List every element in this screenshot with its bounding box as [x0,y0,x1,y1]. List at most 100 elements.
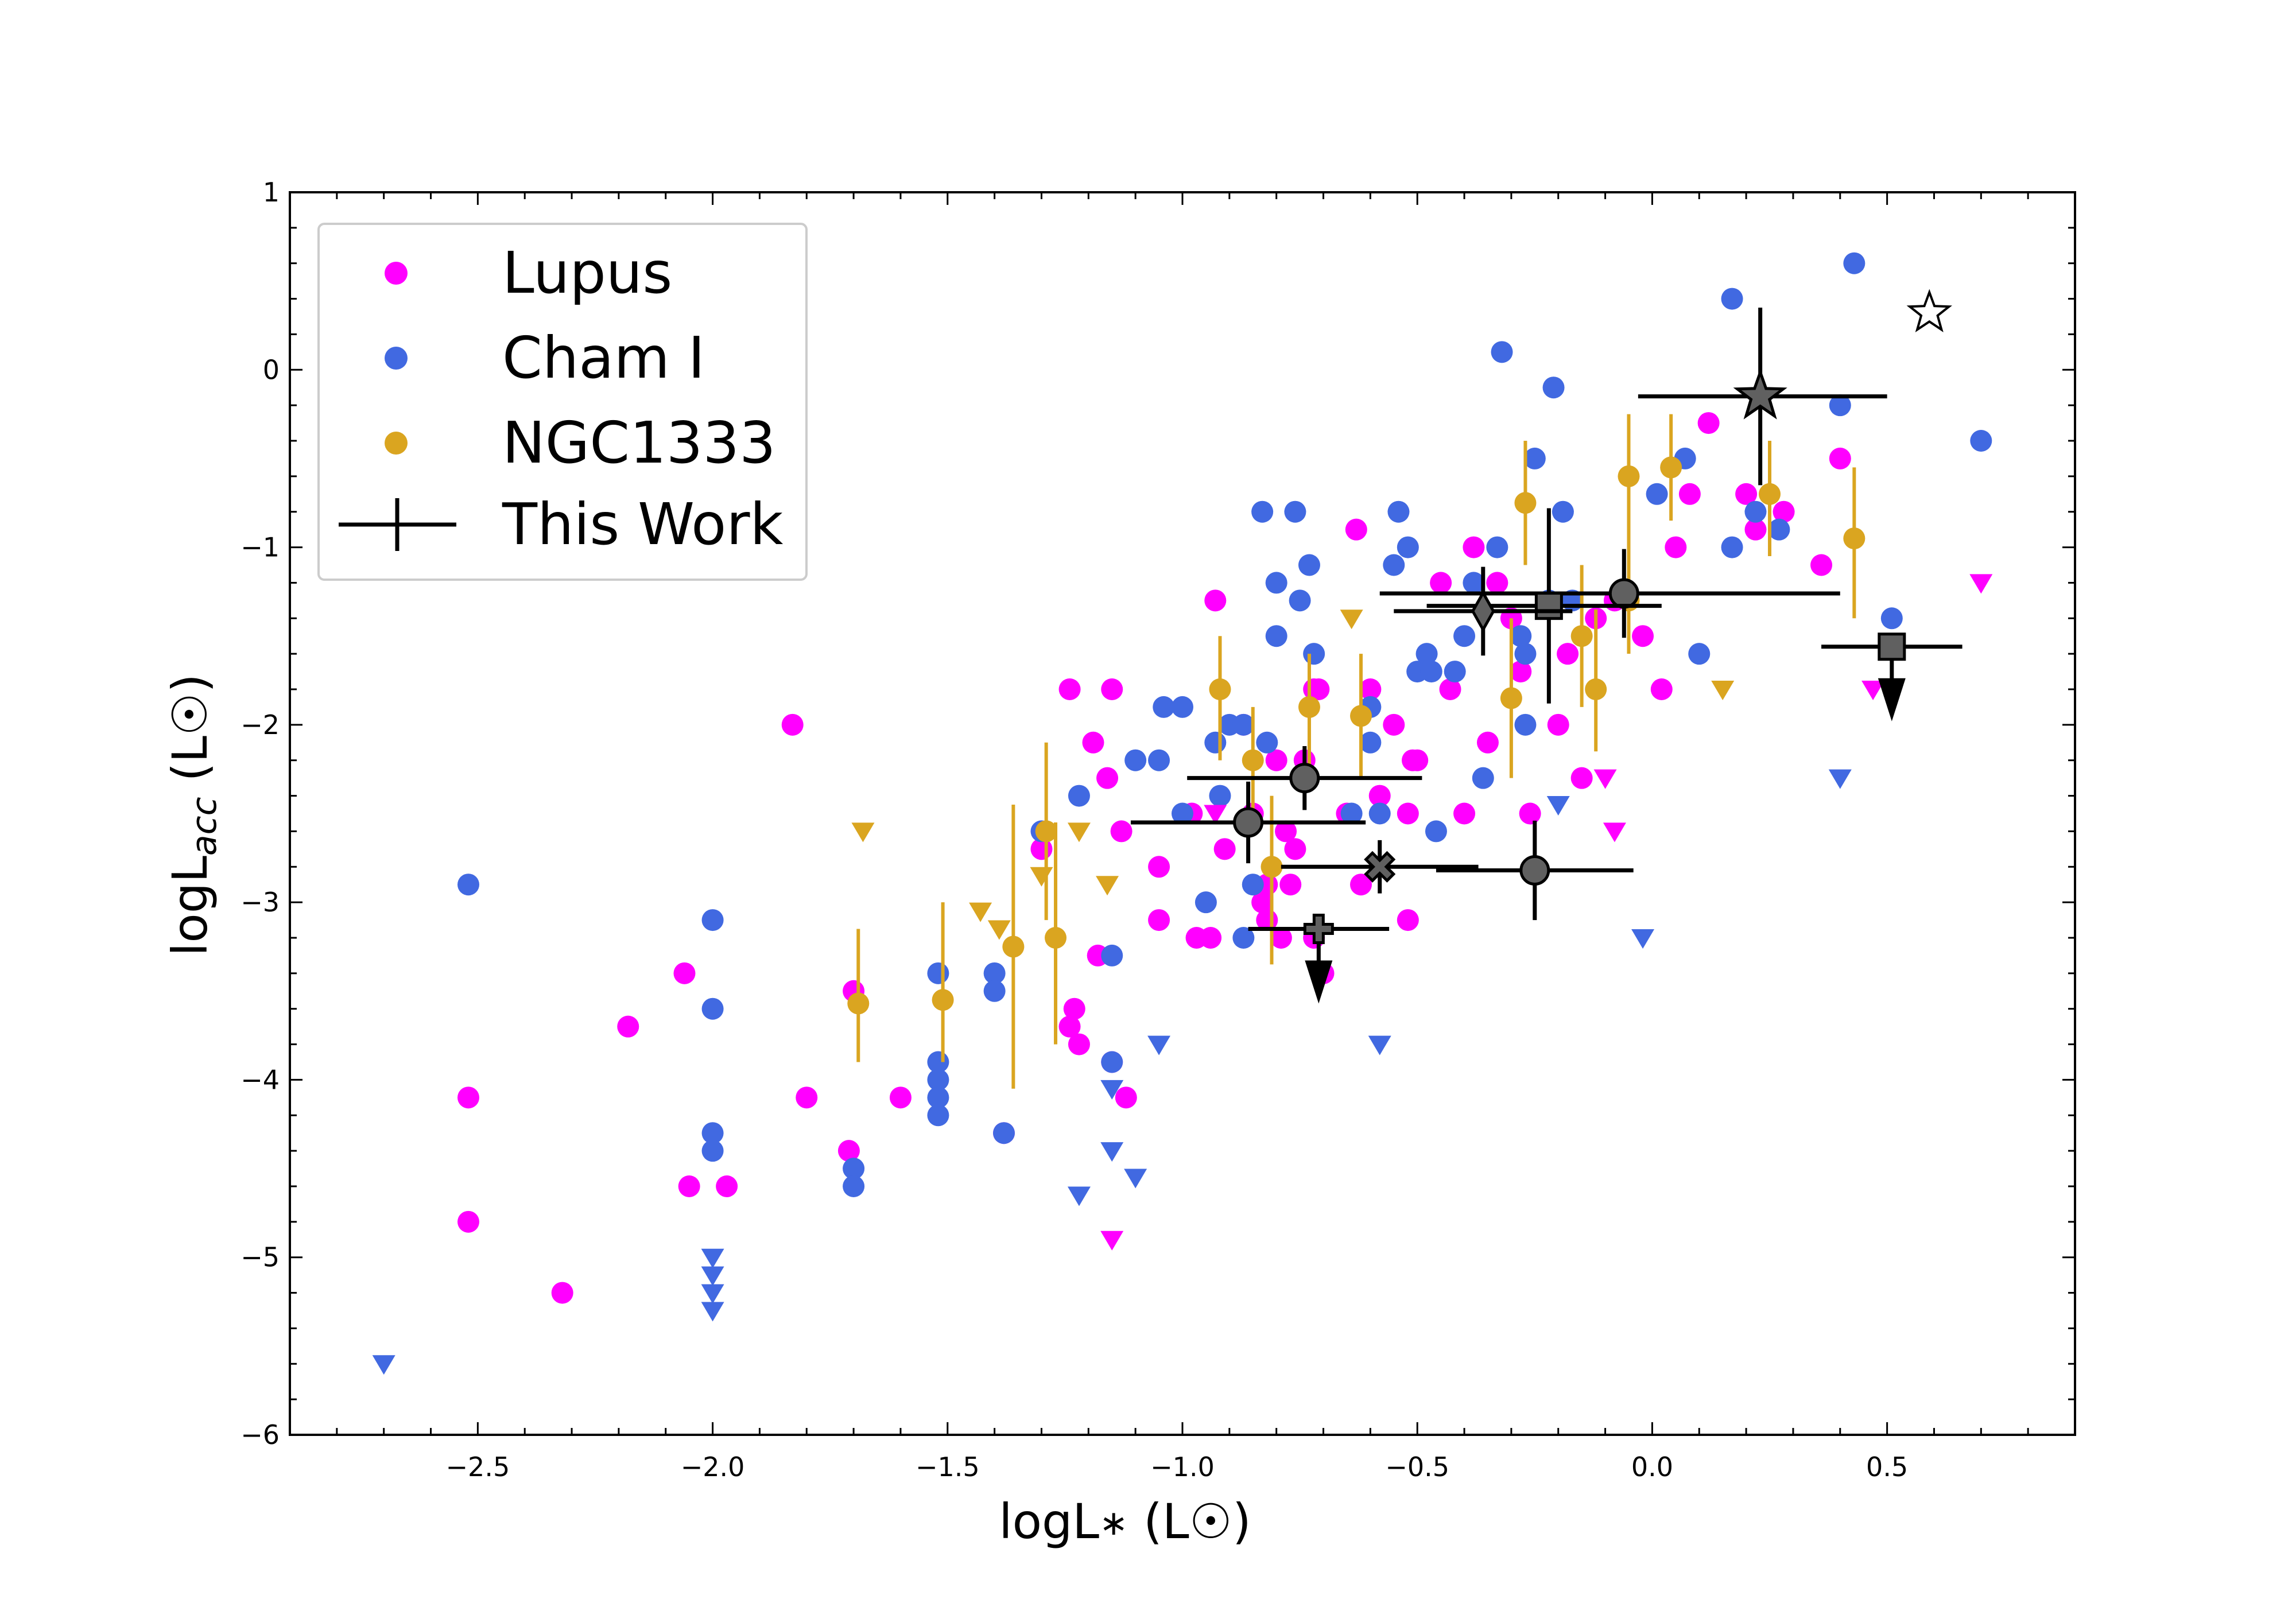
ngc1333-point [1035,820,1057,843]
cham-i-point [1453,625,1476,647]
legend: Lupus Cham I NGC1333 This Work [317,223,808,581]
this-work-point [1534,592,1563,620]
cham-i-point [983,980,1006,1002]
cham-i-point [1420,661,1442,683]
y-tick-label: −2 [241,709,280,740]
cham-i-point [1444,661,1466,683]
lupus-upper-limits-point [1593,769,1617,789]
legend-label-cham: Cham I [502,324,705,391]
y-tick-label: 0 [263,354,280,385]
lupus-point [1697,412,1720,434]
lupus-point [1463,536,1485,558]
cham-i-upper-limits-point [701,1284,724,1304]
lupus-point [1350,874,1372,896]
cham-i-point [1523,447,1546,469]
lupus-point [1058,1015,1081,1038]
cham-i-point [927,1104,949,1127]
cham-i-point [1232,927,1255,949]
cham-i-point [701,909,724,931]
cham-i-point [1368,802,1391,825]
cham-i-point [1298,554,1320,576]
lupus-upper-limits-point [1100,1231,1124,1251]
cham-i-point [1514,713,1537,736]
lupus-point [1213,838,1236,860]
cham-i-point [843,1175,865,1197]
lupus-point [1570,767,1593,789]
lupus-point [1665,536,1687,558]
lupus-point [837,1140,860,1162]
x-tick-label: −2.5 [446,1451,510,1482]
this-work-point [1608,578,1639,609]
lupus-point [716,1175,738,1197]
cham-i-upper-limits-point [701,1248,724,1268]
lupus-point [1744,518,1767,541]
cham-i-point [1359,731,1382,754]
cham-i-point [1383,554,1405,576]
cham-i-point [927,962,949,984]
ngc1333-upper-limits-point [969,902,992,922]
lupus-point [1368,785,1391,807]
lupus-point [678,1175,700,1197]
cham-i-point [1415,643,1438,665]
lupus-point [1773,500,1795,523]
this-work-limit-arrow [1878,678,1906,721]
lupus-point [1397,802,1419,825]
cham-i-upper-limits-point [1828,769,1852,789]
lupus-point [1486,572,1508,594]
lupus-point [1148,909,1170,931]
ngc1333-point [1759,483,1781,505]
cham-i-point [927,1069,949,1091]
cham-i-point [1463,572,1485,594]
lupus-point [1557,643,1579,665]
lupus-point [1632,625,1654,647]
cham-i-point [1472,767,1494,789]
cham-i-point [1265,572,1287,594]
ngc1333-point [1514,492,1537,514]
cham-i-point [1970,430,1992,452]
lupus-point [1275,820,1297,843]
cham-i-point [457,874,479,896]
lupus-point [1678,483,1701,505]
ngc1333-point [1660,456,1682,479]
lupus-point [1082,731,1104,754]
lupus-point [1308,678,1330,700]
cham-i-point [1153,696,1175,718]
legend-marker-this-work [339,498,456,551]
lupus-upper-limits-point [1861,681,1885,700]
cham-i-point [1101,1051,1123,1073]
legend-marker-cham [385,347,408,370]
x-tick-label: 0.0 [1631,1451,1673,1482]
lupus-point [1204,589,1227,612]
this-work-point [1878,632,1906,661]
x-tick-label: −2.0 [681,1451,745,1482]
lupus-point [1406,749,1429,771]
y-tick-label: −1 [241,532,280,563]
ngc1333-point [1350,705,1372,727]
cham-i-point [1242,874,1264,896]
lupus-point [1383,713,1405,736]
cham-i-upper-limits-point [1067,1186,1091,1206]
this-work-point [1471,589,1495,633]
cham-i-point [1172,696,1193,718]
cham-i-point [1340,802,1363,825]
cham-i-point [1829,394,1851,417]
x-tick-label: −0.5 [1385,1451,1449,1482]
cham-i-point [1721,288,1743,310]
lupus-point [1519,802,1541,825]
lupus-point [1735,483,1758,505]
legend-marker-lupus [385,262,408,285]
ngc1333-upper-limits-point [1340,610,1363,630]
cham-i-point [1552,500,1574,523]
this-work-point [1303,914,1334,945]
lupus-point [1810,554,1833,576]
x-tick-label: −1.0 [1150,1451,1215,1482]
cham-i-point [701,997,724,1020]
cham-i-point [1768,518,1790,541]
lupus-point [1547,713,1569,736]
cham-i-point [1303,643,1325,665]
lupus-point [1058,678,1081,700]
cham-i-point [1101,944,1123,966]
lupus-point [781,713,804,736]
cham-i-point [1491,341,1513,363]
cham-i-point [993,1122,1015,1144]
